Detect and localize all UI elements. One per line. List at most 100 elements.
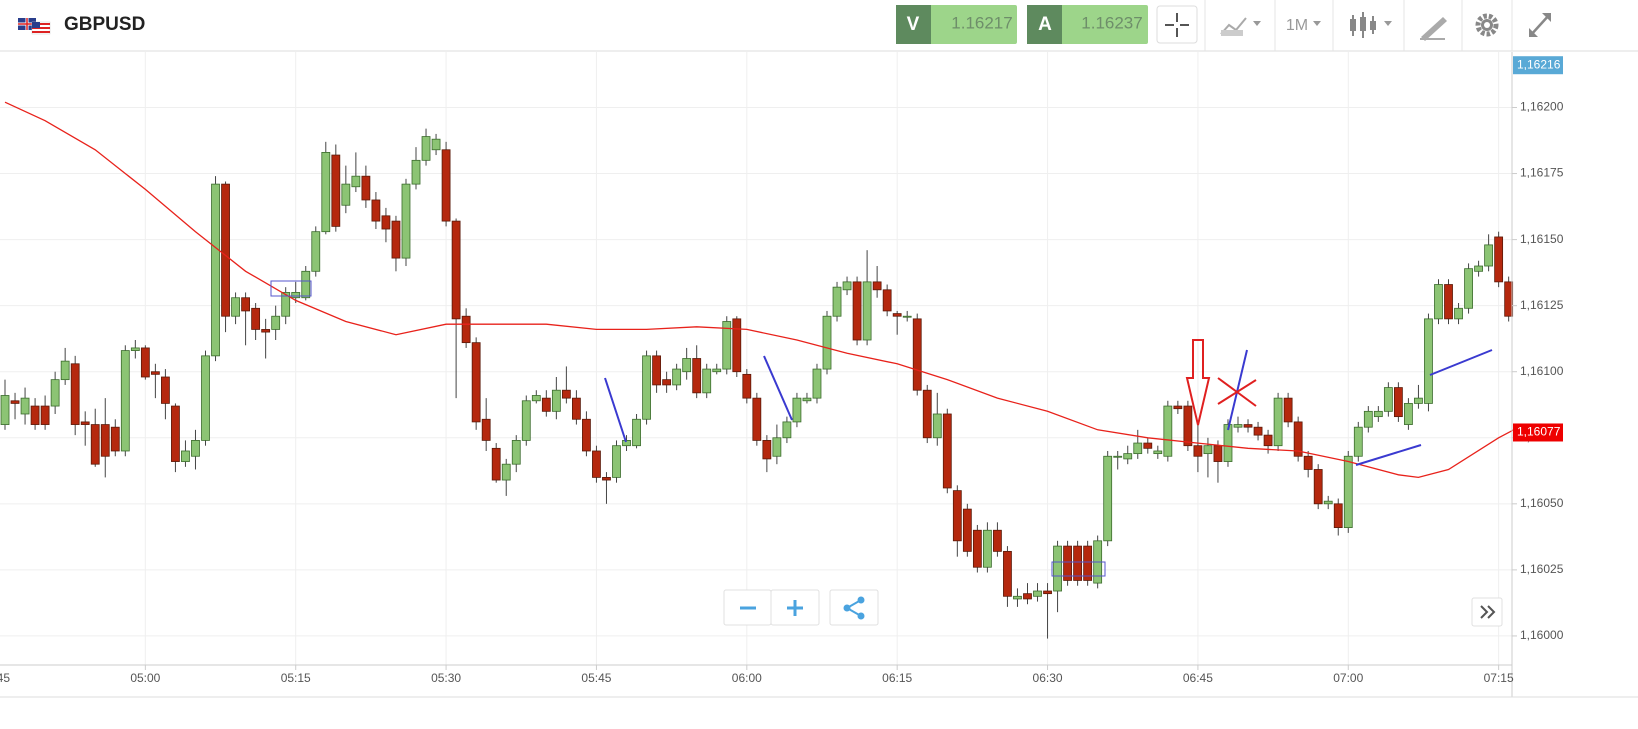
candle-body	[702, 368, 712, 394]
candle-body	[211, 183, 220, 357]
candle-body	[632, 418, 641, 447]
trend-line	[1227, 349, 1248, 431]
candle-body	[972, 529, 982, 568]
settings-button[interactable]	[1475, 13, 1499, 37]
buy-price: 1.16237	[1081, 13, 1142, 32]
candle-body	[1434, 284, 1443, 320]
timeframe-button[interactable]: 1M	[1286, 17, 1321, 34]
y-tick-label: 1,16200	[1520, 100, 1564, 114]
candle-body	[592, 450, 601, 478]
candle-body	[712, 368, 722, 373]
candle-body	[1323, 500, 1333, 505]
candle-body	[481, 418, 491, 441]
candle-body	[521, 400, 531, 441]
timeframe: 1M	[1286, 17, 1308, 34]
candle-body	[331, 154, 341, 227]
candle-body	[1013, 595, 1022, 600]
candle-body	[1414, 397, 1423, 404]
candle-body	[1083, 545, 1093, 581]
candle-body	[1454, 307, 1463, 320]
candle-body	[40, 405, 50, 425]
candle-body	[1393, 387, 1403, 418]
candle-body	[1343, 455, 1353, 529]
candle-body	[1063, 545, 1072, 581]
header	[0, 0, 1638, 51]
candle-body	[100, 424, 110, 457]
trend-line	[604, 377, 627, 443]
candle-body	[1203, 445, 1213, 455]
candle-body	[491, 447, 501, 481]
crosshair-button[interactable]	[1156, 5, 1198, 44]
sell-button[interactable]: V 1.16217	[896, 5, 1017, 44]
indicator-button[interactable]	[1220, 17, 1261, 36]
chart-type-button[interactable]	[1350, 12, 1392, 38]
candle-body	[401, 183, 411, 259]
candle-body	[1293, 421, 1303, 457]
trend-line	[763, 355, 793, 421]
candle-body	[20, 397, 30, 415]
candle-body	[842, 281, 852, 291]
candle-body	[922, 389, 932, 439]
candle-body	[431, 138, 441, 151]
candle-body	[191, 440, 200, 457]
candle-body	[1223, 424, 1233, 462]
candle-body	[722, 321, 732, 370]
share-button[interactable]	[829, 589, 879, 626]
candle-body	[832, 286, 842, 317]
candle-body	[642, 355, 651, 420]
candle-body	[902, 315, 912, 318]
draw-button[interactable]	[1420, 17, 1447, 41]
candle-body	[652, 355, 661, 386]
candle-body	[882, 289, 892, 312]
candle-body	[1153, 450, 1163, 455]
candle-body	[982, 529, 992, 568]
candle-body	[1073, 545, 1083, 581]
candle-body	[261, 329, 271, 333]
candle-body	[1353, 426, 1363, 457]
candle-body	[1113, 455, 1123, 458]
candle-body	[120, 350, 130, 452]
candle-body	[1383, 387, 1393, 412]
candle-body	[130, 347, 140, 351]
candle-body	[371, 199, 381, 222]
candle-body	[1464, 268, 1473, 309]
candle-body	[231, 297, 240, 317]
candle-body	[1183, 405, 1193, 447]
candle-body	[531, 395, 541, 402]
candle-body	[60, 360, 70, 381]
candle-body	[1283, 397, 1293, 423]
candle-body	[271, 315, 281, 330]
candle-body	[1053, 545, 1062, 592]
moving-average	[4, 101, 1520, 479]
zoom-in-button[interactable]	[770, 589, 820, 626]
candle-body	[692, 358, 702, 394]
x-tick-label: 05:45	[581, 671, 611, 685]
scroll-right-button[interactable]	[1471, 597, 1503, 627]
candle-body	[241, 297, 250, 312]
candle-body	[541, 397, 551, 412]
candle-body	[1213, 445, 1223, 462]
highlight-box	[1051, 561, 1106, 577]
price-tag	[1513, 423, 1563, 442]
candle-body	[571, 397, 581, 420]
candle-body	[341, 183, 351, 206]
candle-body	[822, 315, 832, 370]
candle-body	[421, 136, 431, 161]
fullscreen-button[interactable]	[1529, 13, 1551, 37]
candle-body	[80, 421, 90, 425]
candle-body	[1103, 455, 1113, 542]
x-tick-label: 06:45	[1183, 671, 1213, 685]
candle-body	[1444, 284, 1453, 320]
candle-body	[852, 281, 862, 341]
candle-body	[1243, 424, 1253, 428]
trend-line	[1429, 349, 1493, 376]
candle-body	[70, 363, 80, 425]
zoom-out-button[interactable]	[723, 589, 772, 626]
buy-button[interactable]: A 1.16237	[1027, 5, 1148, 44]
candle-body	[471, 342, 481, 423]
flag-icon	[18, 18, 51, 35]
candle-body	[321, 152, 331, 233]
y-tick-label: 1,16000	[1520, 628, 1564, 642]
candle-body	[1233, 424, 1243, 428]
